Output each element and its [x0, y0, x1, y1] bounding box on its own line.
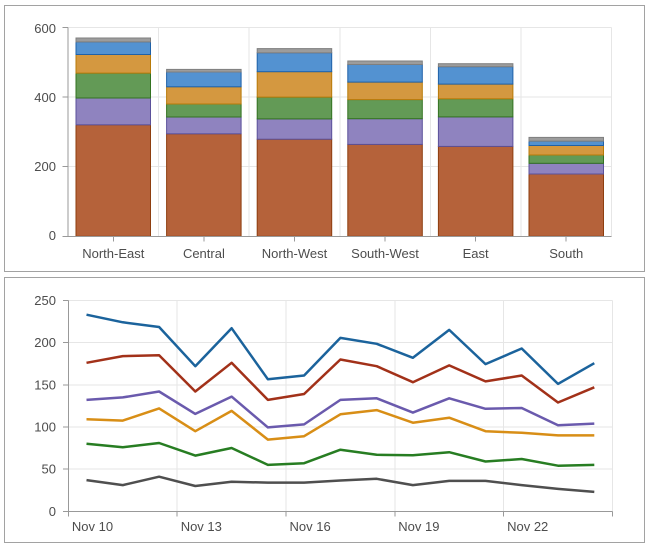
svg-text:150: 150 [34, 377, 56, 392]
svg-text:Nov 13: Nov 13 [181, 519, 222, 534]
svg-text:600: 600 [34, 21, 56, 36]
svg-text:South: South [549, 246, 583, 261]
svg-text:0: 0 [49, 504, 56, 519]
svg-text:400: 400 [34, 90, 56, 105]
svg-text:East: East [463, 246, 489, 261]
svg-text:0: 0 [49, 228, 56, 243]
svg-text:250: 250 [34, 293, 56, 308]
svg-text:Nov 16: Nov 16 [290, 519, 331, 534]
svg-text:Nov 19: Nov 19 [398, 519, 439, 534]
svg-text:50: 50 [42, 462, 56, 477]
svg-text:North-East: North-East [82, 246, 145, 261]
svg-text:100: 100 [34, 419, 56, 434]
svg-text:200: 200 [34, 159, 56, 174]
svg-text:Central: Central [183, 246, 225, 261]
svg-text:200: 200 [34, 335, 56, 350]
svg-text:North-West: North-West [262, 246, 328, 261]
svg-text:South-West: South-West [351, 246, 419, 261]
svg-text:Nov 10: Nov 10 [72, 519, 113, 534]
svg-text:Nov 22: Nov 22 [507, 519, 548, 534]
